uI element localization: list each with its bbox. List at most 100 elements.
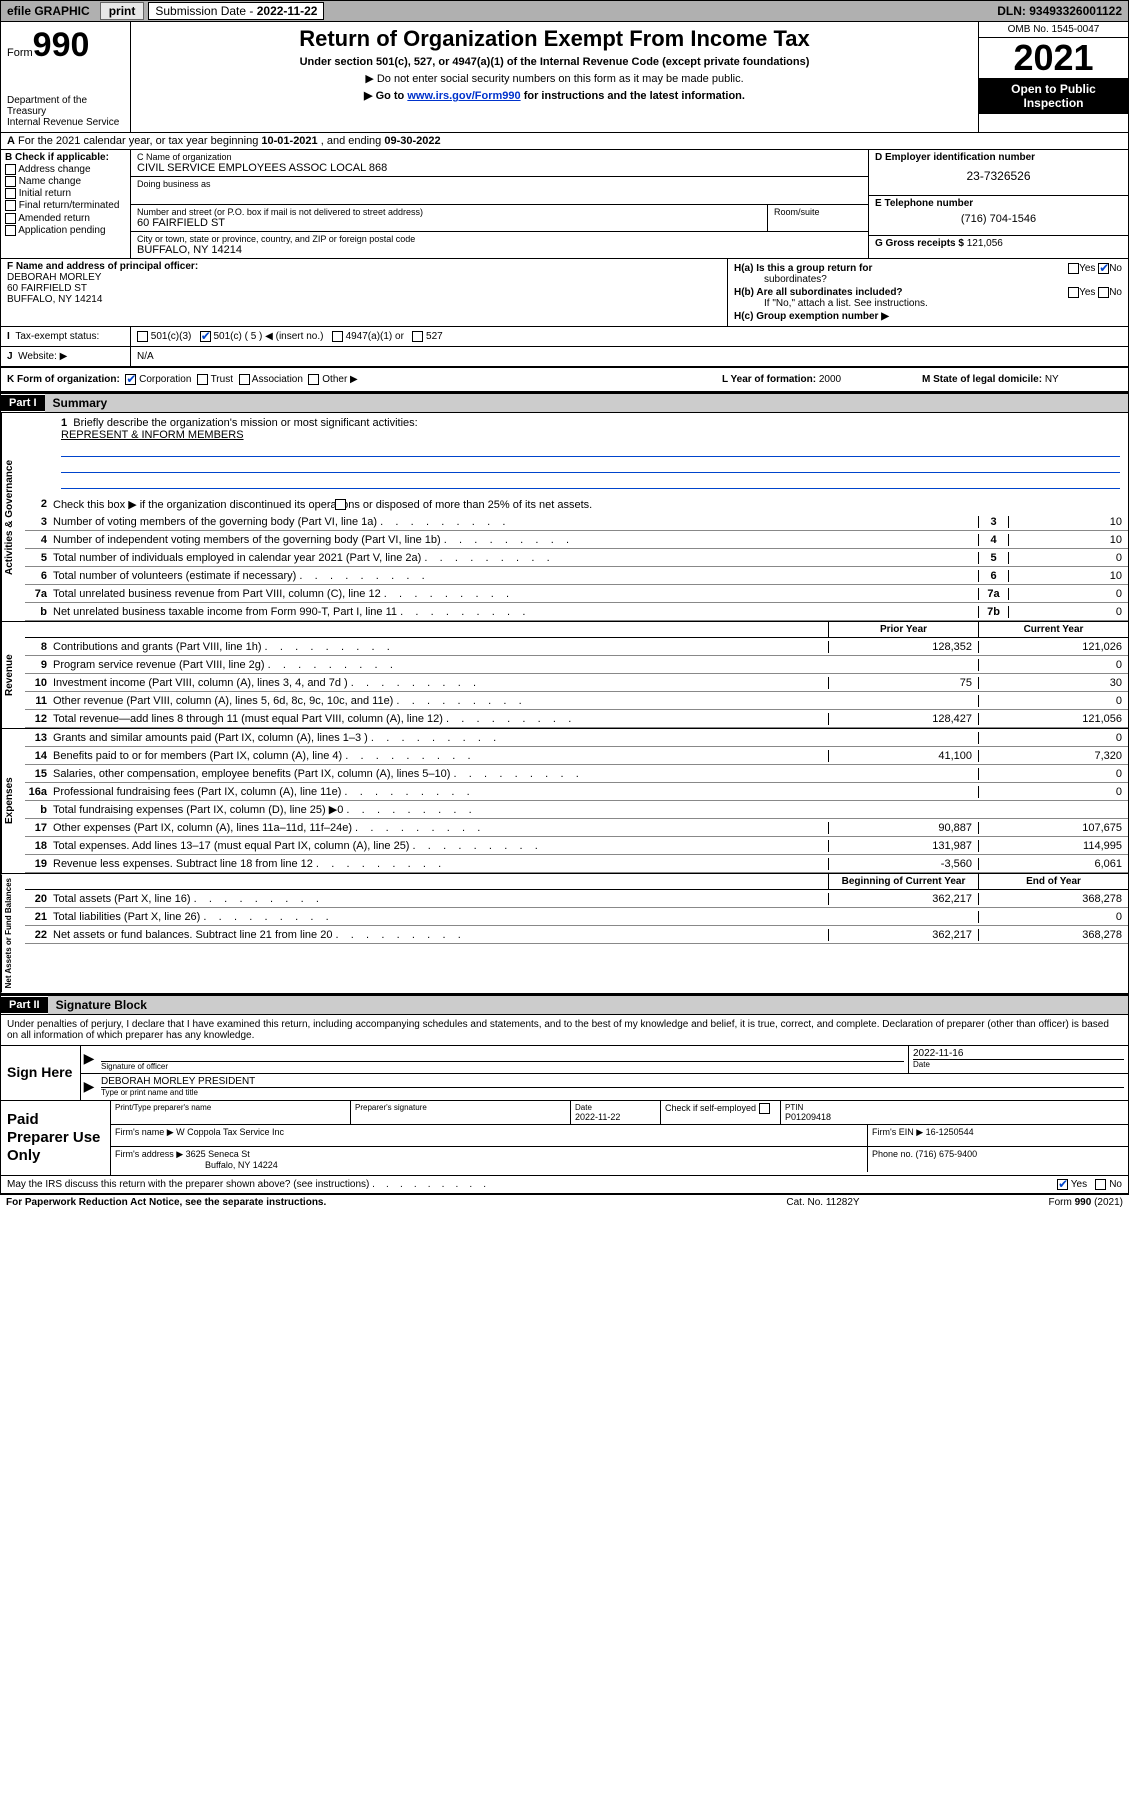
summary-line-7b: bNet unrelated business taxable income f… <box>25 603 1128 621</box>
side-label-ag: Activities & Governance <box>1 413 25 621</box>
ha-yes[interactable] <box>1068 263 1079 274</box>
b-label: B Check if applicable: <box>5 152 109 163</box>
ha-no[interactable] <box>1098 263 1109 274</box>
summary-line-21: 21Total liabilities (Part X, line 26)0 <box>25 908 1128 926</box>
chk-association[interactable] <box>239 374 250 385</box>
summary-line-b: bTotal fundraising expenses (Part IX, co… <box>25 801 1128 819</box>
chk-discontinued[interactable] <box>335 499 346 510</box>
officer-name: DEBORAH MORLEY <box>7 272 101 283</box>
value: 0 <box>1008 588 1128 600</box>
form-title-block: Return of Organization Exempt From Incom… <box>131 22 978 132</box>
chk-amended-return[interactable]: Amended return <box>5 213 126 224</box>
instructions-link[interactable]: www.irs.gov/Form990 <box>407 90 520 102</box>
summary-line-18: 18Total expenses. Add lines 13–17 (must … <box>25 837 1128 855</box>
chk-4947[interactable] <box>332 331 343 342</box>
print-button[interactable]: print <box>100 2 145 20</box>
preparer-row2: Firm's name ▶ W Coppola Tax Service Inc … <box>111 1125 1128 1147</box>
section-m: M State of legal domicile: NY <box>922 374 1122 385</box>
section-expenses: Expenses 13Grants and similar amounts pa… <box>0 729 1129 874</box>
ssn-note: ▶ Do not enter social security numbers o… <box>139 72 970 85</box>
sign-here-label: Sign Here <box>1 1046 81 1100</box>
summary-line-14: 14Benefits paid to or for members (Part … <box>25 747 1128 765</box>
current-year: 121,056 <box>978 713 1128 725</box>
summary-line-13: 13Grants and similar amounts paid (Part … <box>25 729 1128 747</box>
chk-address-change[interactable]: Address change <box>5 164 126 175</box>
street-row: Number and street (or P.O. box if mail i… <box>131 205 868 232</box>
chk-527[interactable] <box>412 331 423 342</box>
summary-line-19: 19Revenue less expenses. Subtract line 1… <box>25 855 1128 873</box>
summary-line-20: 20Total assets (Part X, line 16)362,2173… <box>25 890 1128 908</box>
part2-header: Part II Signature Block <box>0 994 1129 1015</box>
chk-other[interactable] <box>308 374 319 385</box>
value: 0 <box>1008 606 1128 618</box>
officer-row: ▶ DEBORAH MORLEY PRESIDENT Type or print… <box>81 1074 1128 1100</box>
chk-final-return[interactable]: Final return/terminated <box>5 200 126 211</box>
chk-501c3[interactable] <box>137 331 148 342</box>
chk-application-pending[interactable]: Application pending <box>5 225 126 236</box>
block-bcd: B Check if applicable: Address change Na… <box>0 150 1129 258</box>
side-label-revenue: Revenue <box>1 622 25 728</box>
current-year: 0 <box>978 732 1128 744</box>
submission-date: Submission Date - 2022-11-22 <box>148 2 324 20</box>
arrow-icon: ▶ <box>81 1074 97 1100</box>
line-2: 2 Check this box ▶ if the organization d… <box>25 495 1128 513</box>
section-c: C Name of organization CIVIL SERVICE EMP… <box>131 150 868 258</box>
paperwork-notice: For Paperwork Reduction Act Notice, see … <box>6 1197 723 1208</box>
ein-cell: D Employer identification number 23-7326… <box>869 150 1128 196</box>
telephone: (716) 704-1546 <box>875 213 1122 225</box>
summary-line-8: 8Contributions and grants (Part VIII, li… <box>25 638 1128 656</box>
current-year: 0 <box>978 911 1128 923</box>
current-year: 30 <box>978 677 1128 689</box>
prior-year: -3,560 <box>828 858 978 870</box>
section-net-assets: Net Assets or Fund Balances Beginning of… <box>0 874 1129 993</box>
prior-year: 362,217 <box>828 929 978 941</box>
catalog-number: Cat. No. 11282Y <box>723 1197 923 1208</box>
efile-label: efile GRAPHIC <box>1 4 96 18</box>
firm-name: W Coppola Tax Service Inc <box>176 1127 284 1137</box>
h-c: H(c) Group exemption number ▶ <box>734 311 1122 322</box>
summary-line-17: 17Other expenses (Part IX, column (A), l… <box>25 819 1128 837</box>
chk-self-employed[interactable] <box>759 1103 770 1114</box>
summary-line-6: 6Total number of volunteers (estimate if… <box>25 567 1128 585</box>
discuss-no[interactable] <box>1095 1179 1106 1190</box>
current-year: 6,061 <box>978 858 1128 870</box>
org-name-cell: C Name of organization CIVIL SERVICE EMP… <box>131 150 868 177</box>
part1-header: Part I Summary <box>0 392 1129 413</box>
website: N/A <box>131 347 1128 366</box>
netassets-col-header: Beginning of Current Year End of Year <box>25 874 1128 890</box>
chk-corporation[interactable] <box>125 374 136 385</box>
preparer-row1: Print/Type preparer's name Preparer's si… <box>111 1101 1128 1125</box>
block-fh: F Name and address of principal officer:… <box>0 258 1129 326</box>
revenue-col-header: Prior Year Current Year <box>25 622 1128 638</box>
value: 10 <box>1008 570 1128 582</box>
current-year: 0 <box>978 786 1128 798</box>
org-name: CIVIL SERVICE EMPLOYEES ASSOC LOCAL 868 <box>137 162 862 174</box>
chk-name-change[interactable]: Name change <box>5 176 126 187</box>
hb-yes[interactable] <box>1068 287 1079 298</box>
hb-no[interactable] <box>1098 287 1109 298</box>
chk-trust[interactable] <box>197 374 208 385</box>
signature-date: 2022-11-16 <box>913 1048 1124 1059</box>
summary-line-12: 12Total revenue—add lines 8 through 11 (… <box>25 710 1128 728</box>
dln: DLN: 93493326001122 <box>991 4 1128 18</box>
form-header: Form990 Department of the Treasury Inter… <box>0 22 1129 133</box>
open-inspection: Open to Public Inspection <box>979 78 1128 114</box>
state-domicile: NY <box>1045 374 1059 385</box>
summary-line-3: 3Number of voting members of the governi… <box>25 513 1128 531</box>
discuss-yes[interactable] <box>1057 1179 1068 1190</box>
form-id-block: Form990 Department of the Treasury Inter… <box>1 22 131 132</box>
h-b: H(b) Are all subordinates included? Yes … <box>734 287 1122 309</box>
prior-year: 41,100 <box>828 750 978 762</box>
dept-label: Department of the Treasury <box>7 95 124 117</box>
chk-initial-return[interactable]: Initial return <box>5 188 126 199</box>
chk-501c[interactable] <box>200 331 211 342</box>
signature-intro: Under penalties of perjury, I declare th… <box>0 1015 1129 1045</box>
value: 10 <box>1008 534 1128 546</box>
gross-receipts-cell: G Gross receipts $ 121,056 <box>869 236 1128 251</box>
year-formation: 2000 <box>819 374 841 385</box>
section-deg: D Employer identification number 23-7326… <box>868 150 1128 258</box>
ptin: P01209418 <box>785 1112 1124 1122</box>
city-state-zip: BUFFALO, NY 14214 <box>137 244 862 256</box>
section-revenue: Revenue Prior Year Current Year 8Contrib… <box>0 622 1129 729</box>
summary-line-22: 22Net assets or fund balances. Subtract … <box>25 926 1128 944</box>
